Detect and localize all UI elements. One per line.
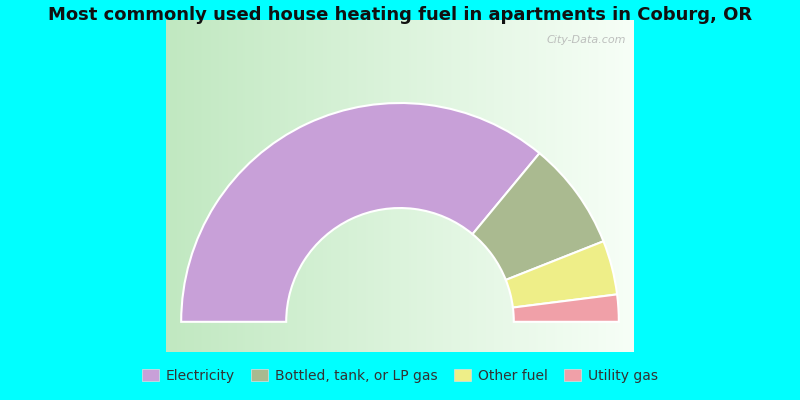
- Text: City-Data.com: City-Data.com: [547, 35, 626, 45]
- Wedge shape: [473, 153, 603, 280]
- Wedge shape: [506, 241, 617, 308]
- Legend: Electricity, Bottled, tank, or LP gas, Other fuel, Utility gas: Electricity, Bottled, tank, or LP gas, O…: [142, 369, 658, 383]
- Wedge shape: [181, 103, 539, 322]
- Text: Most commonly used house heating fuel in apartments in Coburg, OR: Most commonly used house heating fuel in…: [48, 6, 752, 24]
- Wedge shape: [513, 294, 619, 322]
